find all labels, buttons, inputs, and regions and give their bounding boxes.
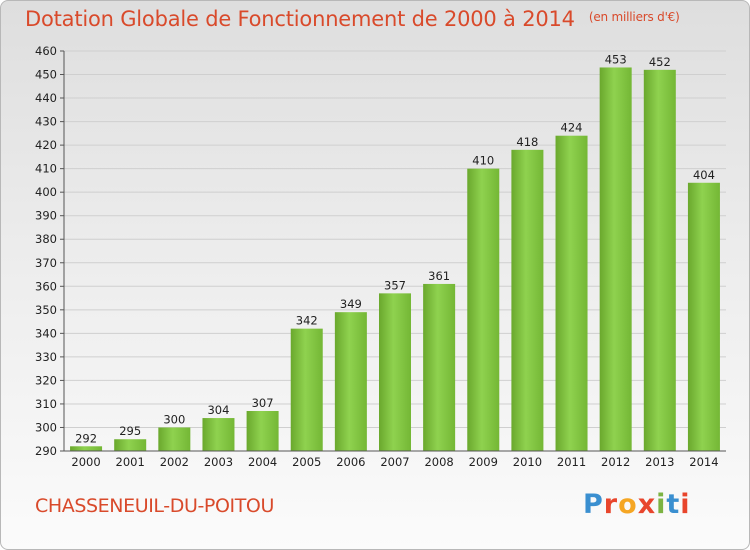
bar bbox=[114, 439, 147, 451]
y-tick-label: 370 bbox=[35, 256, 57, 270]
bar-value-label: 304 bbox=[207, 403, 229, 417]
logo-letter: P bbox=[583, 489, 604, 520]
logo-letter: i bbox=[656, 489, 667, 520]
chart-subtitle: (en milliers d'€) bbox=[588, 10, 680, 24]
y-tick-label: 330 bbox=[35, 350, 57, 364]
x-tick-label: 2000 bbox=[71, 455, 100, 469]
bar-value-label: 361 bbox=[428, 269, 450, 283]
bar bbox=[290, 328, 323, 451]
x-tick-label: 2008 bbox=[424, 455, 453, 469]
logo-letter: t bbox=[666, 489, 681, 520]
x-tick-label: 2011 bbox=[557, 455, 586, 469]
bar-value-label: 452 bbox=[649, 55, 671, 69]
y-tick-label: 460 bbox=[35, 44, 57, 58]
bar bbox=[423, 283, 456, 451]
x-tick-label: 2001 bbox=[116, 455, 145, 469]
bar bbox=[70, 446, 103, 451]
chart-title: Dotation Globale de Fonctionnement de 20… bbox=[25, 7, 680, 31]
bar-value-label: 292 bbox=[75, 431, 97, 445]
x-tick-label: 2012 bbox=[601, 455, 630, 469]
bar bbox=[511, 149, 544, 451]
x-tick-label: 2007 bbox=[380, 455, 409, 469]
y-tick-label: 430 bbox=[35, 115, 57, 129]
y-tick-label: 420 bbox=[35, 138, 57, 152]
bar bbox=[599, 67, 632, 452]
y-tick-label: 290 bbox=[35, 444, 57, 458]
y-tick-label: 390 bbox=[35, 209, 57, 223]
bars: 292 295 300 304 307 342 349 357 361 410 418 424 453 4… bbox=[70, 52, 720, 452]
bar bbox=[246, 411, 279, 451]
bar bbox=[158, 427, 191, 451]
x-tick-label: 2005 bbox=[292, 455, 321, 469]
x-axis: 2000 2001 2002 2003 2004 2005 2006 2007 2008 2009… bbox=[64, 450, 726, 469]
logo-letter: o bbox=[618, 489, 638, 520]
y-tick-label: 320 bbox=[35, 373, 57, 387]
bar-value-label: 424 bbox=[561, 121, 583, 135]
x-tick-label: 2003 bbox=[204, 455, 233, 469]
bar-value-label: 418 bbox=[516, 135, 538, 149]
proxiti-logo[interactable]: Proxiti bbox=[583, 489, 691, 520]
y-tick-label: 310 bbox=[35, 397, 57, 411]
logo-letter: r bbox=[603, 489, 619, 520]
bar bbox=[643, 69, 676, 451]
city-name: CHASSENEUIL-DU-POITOU bbox=[35, 495, 274, 517]
y-tick-label: 380 bbox=[35, 232, 57, 246]
y-tick-label: 300 bbox=[35, 420, 57, 434]
bar-value-label: 410 bbox=[472, 154, 494, 168]
x-tick-label: 2013 bbox=[645, 455, 674, 469]
y-axis: 290 300 310 320 330 340 350 360 370 380 390 400 410 4… bbox=[35, 44, 65, 458]
bar-value-label: 349 bbox=[340, 297, 362, 311]
y-tick-label: 410 bbox=[35, 162, 57, 176]
bar bbox=[379, 293, 411, 451]
bar-value-label: 357 bbox=[384, 278, 406, 292]
y-tick-label: 360 bbox=[35, 279, 57, 293]
x-tick-label: 2006 bbox=[336, 455, 365, 469]
y-tick-label: 340 bbox=[35, 326, 57, 340]
bar bbox=[202, 418, 235, 451]
x-tick-label: 2010 bbox=[513, 455, 542, 469]
bar-value-label: 342 bbox=[296, 314, 318, 328]
bar-value-label: 300 bbox=[163, 412, 185, 426]
bar bbox=[467, 168, 500, 451]
x-tick-label: 2009 bbox=[469, 455, 498, 469]
bar bbox=[555, 135, 588, 452]
y-tick-label: 400 bbox=[35, 185, 57, 199]
y-tick-label: 350 bbox=[35, 303, 57, 317]
bar-value-label: 404 bbox=[693, 168, 715, 182]
y-tick-label: 440 bbox=[35, 91, 57, 105]
bar-value-label: 453 bbox=[605, 52, 627, 66]
x-tick-label: 2014 bbox=[689, 455, 718, 469]
logo-letter: i bbox=[680, 489, 691, 520]
bar bbox=[687, 182, 720, 451]
y-tick-label: 450 bbox=[35, 68, 57, 82]
bar-value-label: 307 bbox=[252, 396, 274, 410]
logo-letter: x bbox=[637, 489, 657, 520]
x-tick-label: 2002 bbox=[160, 455, 189, 469]
chart-title-text: Dotation Globale de Fonctionnement de 20… bbox=[25, 7, 575, 31]
bar bbox=[334, 312, 367, 451]
x-tick-label: 2004 bbox=[248, 455, 277, 469]
bar-value-label: 295 bbox=[119, 424, 141, 438]
